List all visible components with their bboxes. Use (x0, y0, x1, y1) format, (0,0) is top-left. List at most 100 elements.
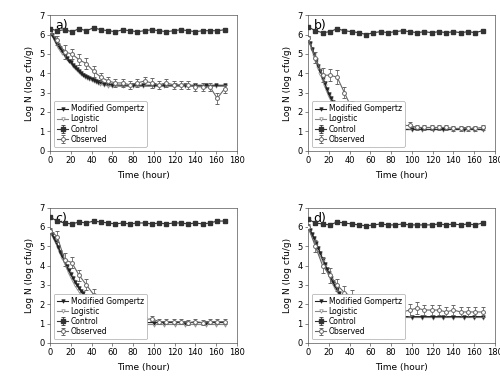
Logistic (105, 83, 111, 88)
Logistic (480, 315, 486, 320)
Logistic (305, 224, 311, 229)
Modified Gompertz (344, 119, 350, 123)
Logistic (53, 241, 59, 246)
Legend: Modified Gompertz, Logistic, Control, Observed: Modified Gompertz, Logistic, Control, Ob… (54, 101, 147, 147)
Logistic (312, 237, 318, 242)
Logistic (51, 37, 57, 42)
Logistic (338, 295, 344, 299)
Logistic (105, 317, 111, 321)
Logistic (324, 269, 330, 273)
Modified Gompertz (162, 320, 168, 325)
Modified Gompertz (314, 58, 320, 62)
Logistic (318, 253, 324, 258)
Modified Gompertz (355, 124, 361, 128)
Modified Gompertz (213, 83, 219, 88)
Logistic (334, 109, 340, 113)
Modified Gompertz (110, 83, 116, 87)
Modified Gompertz (130, 83, 136, 88)
Logistic (363, 312, 369, 317)
Modified Gompertz (51, 236, 57, 240)
Modified Gompertz (60, 254, 66, 259)
Modified Gompertz (64, 56, 70, 60)
Modified Gompertz (353, 123, 359, 128)
Modified Gompertz (58, 249, 64, 254)
Logistic (480, 128, 486, 132)
Logistic (353, 123, 359, 128)
Logistic (76, 69, 82, 74)
Modified Gompertz (86, 76, 92, 80)
Logistic (72, 66, 78, 70)
Modified Gompertz (192, 83, 198, 88)
Modified Gompertz (92, 78, 98, 83)
Modified Gompertz (312, 52, 318, 56)
Modified Gompertz (320, 75, 326, 80)
Modified Gompertz (105, 313, 111, 317)
Logistic (84, 299, 90, 304)
Modified Gompertz (480, 314, 486, 319)
Logistic (78, 292, 84, 296)
Modified Gompertz (88, 300, 94, 305)
Logistic (336, 112, 342, 116)
Logistic (49, 33, 55, 37)
Logistic (314, 242, 320, 247)
Modified Gompertz (318, 69, 324, 74)
Modified Gompertz (72, 279, 78, 284)
Logistic (51, 237, 57, 241)
Logistic (348, 306, 354, 310)
Logistic (213, 84, 219, 89)
Logistic (368, 126, 374, 131)
Modified Gompertz (68, 59, 74, 64)
Logistic (110, 84, 116, 88)
Modified Gompertz (80, 291, 86, 296)
Y-axis label: Log N (log cfu/g): Log N (log cfu/g) (24, 238, 34, 313)
Logistic (305, 36, 311, 41)
Legend: Modified Gompertz, Logistic, Control, Observed: Modified Gompertz, Logistic, Control, Ob… (54, 293, 147, 339)
Modified Gompertz (101, 311, 107, 315)
Modified Gompertz (398, 314, 404, 319)
Modified Gompertz (461, 127, 467, 132)
Logistic (68, 275, 74, 279)
Logistic (90, 306, 96, 311)
Logistic (332, 106, 338, 110)
Line: Modified Gompertz: Modified Gompertz (306, 225, 484, 319)
Logistic (60, 51, 66, 55)
Modified Gompertz (78, 71, 84, 75)
Modified Gompertz (140, 320, 146, 325)
Logistic (350, 123, 356, 127)
Logistic (324, 89, 330, 93)
Logistic (192, 322, 198, 327)
Logistic (172, 322, 177, 327)
Logistic (346, 304, 352, 309)
Modified Gompertz (324, 266, 330, 271)
Modified Gompertz (78, 288, 84, 293)
Logistic (120, 321, 126, 325)
Logistic (348, 122, 354, 126)
Modified Gompertz (336, 290, 342, 295)
Logistic (92, 308, 98, 313)
Modified Gompertz (88, 77, 94, 81)
Logistic (74, 286, 80, 290)
Modified Gompertz (95, 306, 101, 311)
Modified Gompertz (66, 58, 71, 63)
Modified Gompertz (70, 62, 76, 67)
Modified Gompertz (332, 104, 338, 109)
Logistic (88, 78, 94, 83)
Logistic (353, 308, 359, 313)
Legend: Modified Gompertz, Logistic, Control, Observed: Modified Gompertz, Logistic, Control, Ob… (312, 293, 405, 339)
Logistic (330, 102, 336, 107)
Logistic (320, 78, 326, 83)
Modified Gompertz (47, 229, 53, 233)
Text: a): a) (56, 19, 68, 32)
Logistic (471, 128, 477, 132)
Modified Gompertz (342, 117, 348, 122)
Modified Gompertz (430, 314, 436, 319)
Modified Gompertz (51, 36, 57, 41)
Modified Gompertz (363, 311, 369, 316)
Modified Gompertz (68, 272, 74, 277)
Modified Gompertz (74, 283, 80, 287)
Modified Gompertz (480, 127, 486, 132)
Logistic (332, 285, 338, 290)
Modified Gompertz (203, 83, 209, 88)
Logistic (47, 229, 53, 233)
Modified Gompertz (95, 79, 101, 84)
